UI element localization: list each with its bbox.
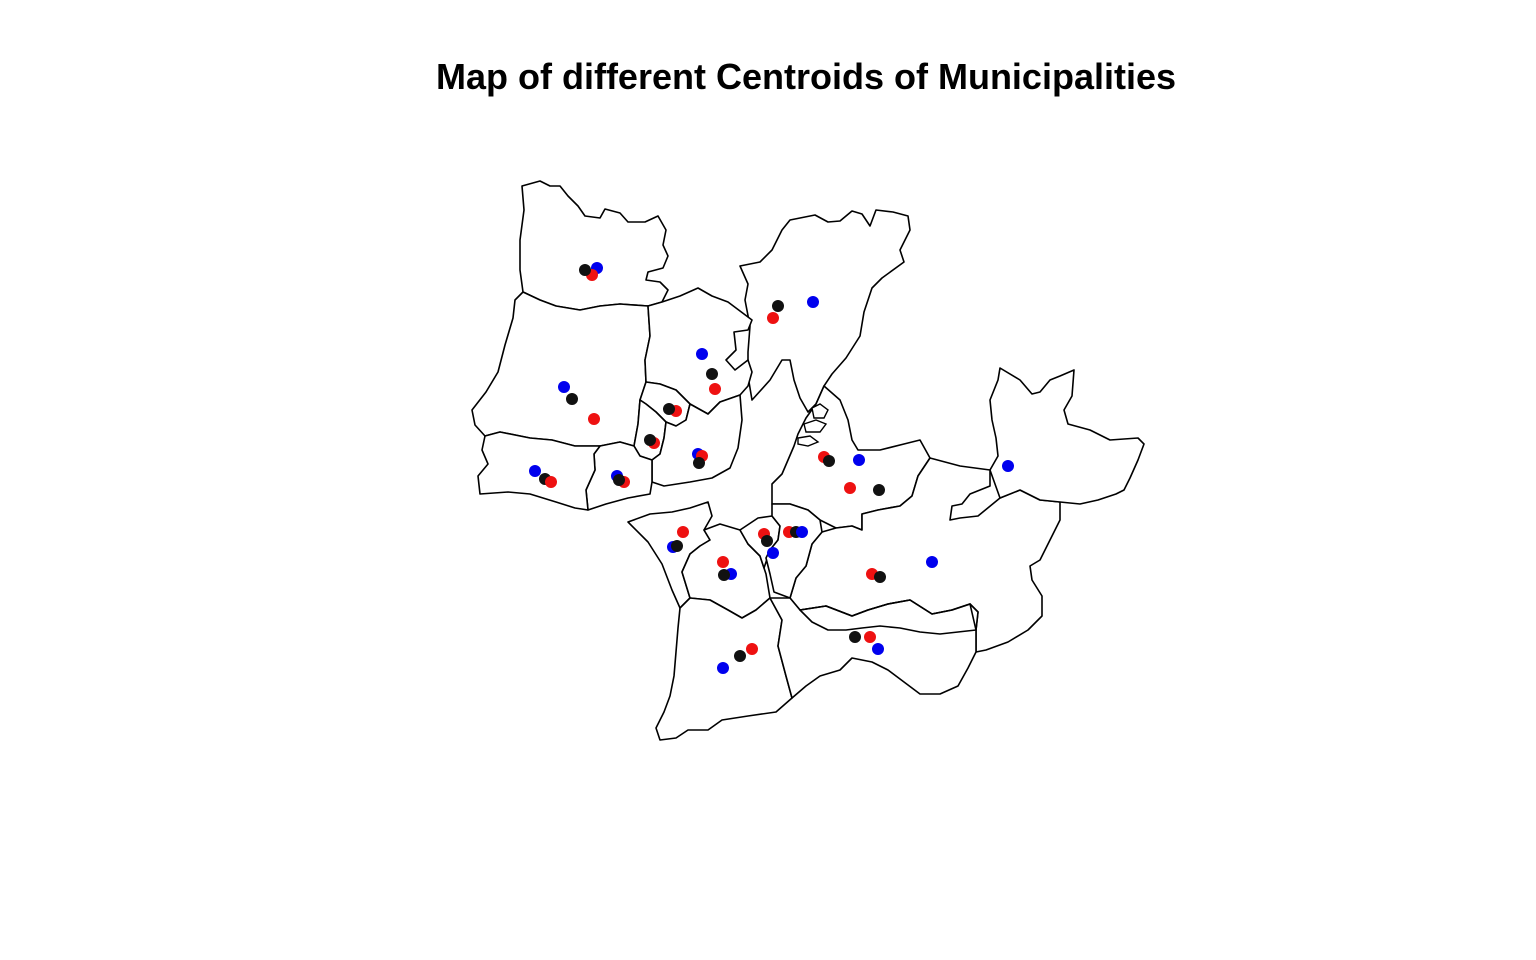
centroid-point-black-42: [718, 569, 730, 581]
centroid-point-blue-30: [1002, 460, 1014, 472]
centroid-point-red-5: [767, 312, 779, 324]
centroid-point-red-21: [545, 476, 557, 488]
centroid-point-red-40: [717, 556, 729, 568]
centroid-point-black-33: [671, 540, 683, 552]
estuary-island-2: [803, 419, 828, 433]
centroid-point-blue-19: [529, 465, 541, 477]
centroid-point-black-50: [734, 650, 746, 662]
centroid-point-black-35: [761, 535, 773, 547]
centroid-point-black-26: [823, 455, 835, 467]
estuary-island-3: [797, 435, 820, 447]
municipality-setubal: [799, 599, 977, 635]
centroid-point-black-29: [873, 484, 885, 496]
centroid-point-blue-3: [807, 296, 819, 308]
municipality-vila-franca-de-xira: [739, 209, 911, 413]
centroid-point-red-8: [709, 383, 721, 395]
centroid-point-black-10: [566, 393, 578, 405]
centroid-point-red-11: [588, 413, 600, 425]
centroid-point-black-15: [644, 434, 656, 446]
centroid-point-black-24: [613, 474, 625, 486]
municipality-boundaries: [471, 180, 1145, 741]
centroid-point-blue-39: [796, 526, 808, 538]
centroid-point-black-13: [663, 403, 675, 415]
municipality-mafra: [519, 180, 669, 311]
map-title: Map of different Centroids of Municipali…: [435, 56, 1177, 97]
centroid-point-black-4: [772, 300, 784, 312]
centroid-point-black-7: [706, 368, 718, 380]
centroid-point-red-28: [844, 482, 856, 494]
centroid-point-blue-48: [872, 643, 884, 655]
centroid-point-blue-43: [926, 556, 938, 568]
centroid-point-blue-6: [696, 348, 708, 360]
centroid-point-black-46: [849, 631, 861, 643]
centroid-point-red-31: [677, 526, 689, 538]
centroid-point-blue-51: [717, 662, 729, 674]
centroid-point-blue-27: [853, 454, 865, 466]
estuary-island-1: [811, 403, 829, 419]
centroid-point-blue-9: [558, 381, 570, 393]
centroid-points: [529, 262, 1014, 674]
centroid-point-blue-36: [767, 547, 779, 559]
centroid-point-black-2: [579, 264, 591, 276]
municipality-sintra: [471, 291, 651, 447]
centroid-point-red-49: [746, 643, 758, 655]
centroid-point-black-45: [874, 571, 886, 583]
municipality-montijo-east-top: [989, 367, 1145, 505]
municipality-lisboa: [651, 394, 743, 487]
centroid-point-black-18: [693, 457, 705, 469]
centroid-point-red-47: [864, 631, 876, 643]
